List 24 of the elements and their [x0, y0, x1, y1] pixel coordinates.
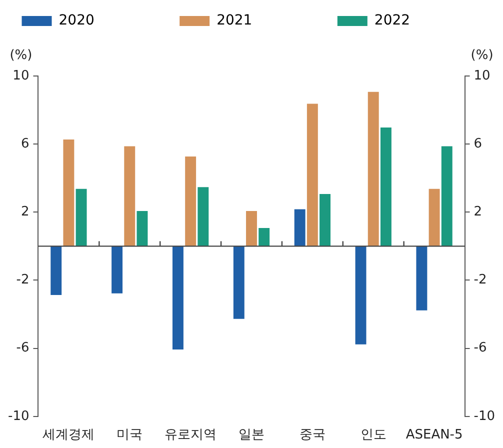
x-tick-label: 중국	[299, 428, 326, 443]
y2-tick-label: -10	[474, 408, 495, 424]
y-tick-label: -6	[16, 340, 30, 356]
legend-label: 2020	[58, 12, 166, 29]
y-tick-label: 2	[20, 204, 30, 220]
x-tick-label: ASEAN-5	[406, 428, 463, 443]
legend-label: 2021	[216, 12, 324, 29]
y2-tick-label: -6	[474, 340, 487, 356]
x-tick-label: 유로지역	[164, 428, 217, 443]
y-tick-label: -10	[8, 408, 30, 424]
y2-tick-label: 6	[474, 136, 482, 152]
y-tick-label: 6	[20, 136, 30, 152]
x-tick-label: 인도	[360, 428, 386, 443]
y-axis-title: (%)	[10, 48, 32, 63]
x-tick-label: 세계경제	[42, 428, 95, 443]
x-tick-label: 일본	[238, 428, 264, 443]
x-tick-label: 미국	[116, 428, 143, 443]
y2-axis-title: (%)	[470, 48, 494, 63]
y2-tick-label: 10	[474, 68, 490, 84]
legend-label: 2022	[374, 12, 482, 29]
y2-tick-label: -2	[474, 272, 487, 288]
y2-tick-label: 2	[474, 204, 482, 220]
y-tick-label: 10	[12, 68, 30, 84]
y-tick-label: -2	[16, 272, 30, 288]
